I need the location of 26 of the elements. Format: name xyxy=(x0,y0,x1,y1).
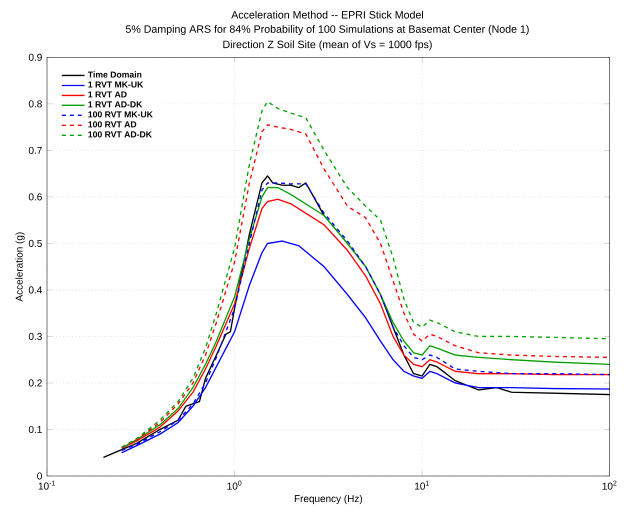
chart-subtitle: 5% Damping ARS for 84% Probability of 100 Simulations at Basemat Center (Node 1) xyxy=(126,25,529,35)
y-axis-title: Acceleration (g) xyxy=(15,232,25,302)
y-tick-label: 0.1 xyxy=(28,426,42,434)
y-tick-label: 0.5 xyxy=(28,240,42,247)
y-tick-label: 0.2 xyxy=(28,379,42,386)
x-tick-label: 10$^{-1}$ xyxy=(38,480,55,490)
chart-title: Acceleration Method -- EPRI Stick Model xyxy=(231,10,423,19)
legend-label: 1 RVT AD-DK xyxy=(88,101,142,108)
x-axis-title: Frequency (Hz) xyxy=(294,494,362,504)
legend-label: 100 RVT AD xyxy=(88,121,136,128)
y-tick-label: 0 xyxy=(37,472,42,480)
y-tick-label: 0.8 xyxy=(28,100,42,108)
y-tick-label: 0.3 xyxy=(28,332,42,340)
legend-label: 1 RVT AD xyxy=(88,91,127,98)
y-tick-label: 0.9 xyxy=(28,54,42,61)
x-tick-label: 10$^{0}$ xyxy=(227,480,242,490)
legend-label: 100 RVT MK-UK xyxy=(88,111,153,118)
x-tick-label: 10$^{2}$ xyxy=(602,480,616,490)
y-tick-label: 0.4 xyxy=(28,286,42,294)
y-tick-label: 0.7 xyxy=(28,146,42,154)
legend-label: Time Domain xyxy=(88,71,142,78)
x-tick-label: 10$^{1}$ xyxy=(415,480,429,490)
legend-label: 100 RVT AD-DK xyxy=(88,131,152,138)
y-tick-label: 0.6 xyxy=(28,193,42,200)
text: Direction Z Soil Site (mean of Vs = 1000 fps) xyxy=(223,40,432,50)
legend-label: 1 RVT MK-UK xyxy=(88,82,144,88)
